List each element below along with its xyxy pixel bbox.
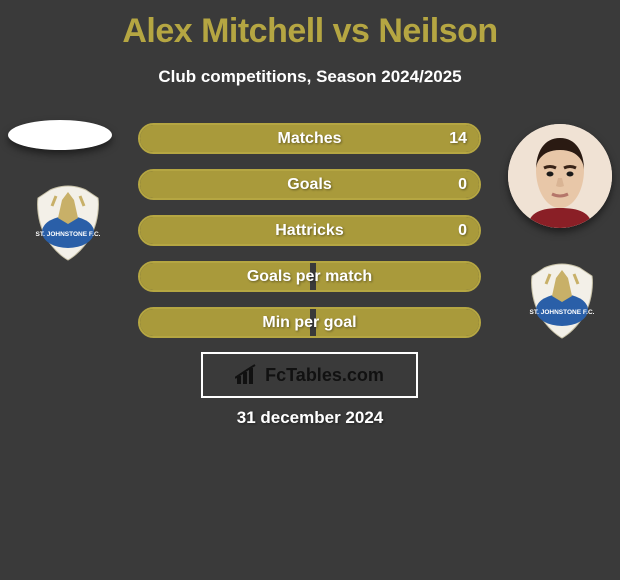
- club-crest-right: ST. JOHNSTONE F.C.: [512, 258, 612, 342]
- stats-container: Matches 14 Goals 0 Hattricks 0 Goals per…: [138, 123, 481, 353]
- stat-row-goals-per-match: Goals per match: [138, 261, 481, 292]
- shield-icon: ST. JOHNSTONE F.C.: [18, 180, 118, 264]
- stat-row-matches: Matches 14: [138, 123, 481, 154]
- page-title: Alex Mitchell vs Neilson: [0, 0, 620, 51]
- shield-icon: ST. JOHNSTONE F.C.: [512, 258, 612, 342]
- player-right-avatar: [508, 124, 612, 228]
- stat-label: Matches: [140, 125, 479, 152]
- stat-label: Min per goal: [140, 309, 479, 336]
- club-crest-left: ST. JOHNSTONE F.C.: [18, 180, 118, 264]
- bar-chart-icon: [235, 364, 261, 386]
- stat-row-min-per-goal: Min per goal: [138, 307, 481, 338]
- stat-label: Goals per match: [140, 263, 479, 290]
- face-icon: [508, 124, 612, 228]
- stat-label: Goals: [140, 171, 479, 198]
- stat-row-goals: Goals 0: [138, 169, 481, 200]
- player-left-avatar: [8, 120, 112, 150]
- svg-text:ST. JOHNSTONE F.C.: ST. JOHNSTONE F.C.: [36, 231, 101, 238]
- watermark: FcTables.com: [201, 352, 418, 398]
- stat-value-right: 0: [458, 217, 467, 244]
- stat-value-right: 14: [449, 125, 467, 152]
- date-text: 31 december 2024: [0, 408, 620, 428]
- stat-row-hattricks: Hattricks 0: [138, 215, 481, 246]
- watermark-text: FcTables.com: [265, 365, 384, 386]
- svg-text:ST. JOHNSTONE F.C.: ST. JOHNSTONE F.C.: [530, 309, 595, 316]
- stat-value-right: 0: [458, 171, 467, 198]
- stat-label: Hattricks: [140, 217, 479, 244]
- subtitle: Club competitions, Season 2024/2025: [0, 67, 620, 87]
